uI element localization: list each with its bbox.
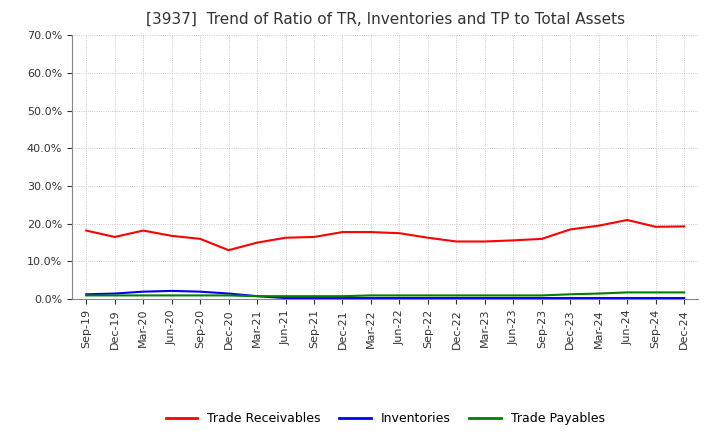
Trade Payables xyxy=(366,293,375,298)
Inventories xyxy=(623,295,631,301)
Trade Receivables xyxy=(423,235,432,240)
Inventories xyxy=(595,295,603,301)
Trade Receivables xyxy=(595,223,603,228)
Trade Payables xyxy=(595,291,603,296)
Trade Receivables xyxy=(509,238,518,243)
Trade Receivables xyxy=(480,239,489,244)
Trade Payables xyxy=(395,293,404,298)
Trade Receivables xyxy=(253,240,261,245)
Inventories xyxy=(452,295,461,301)
Inventories xyxy=(110,291,119,296)
Line: Trade Payables: Trade Payables xyxy=(86,293,684,296)
Trade Receivables xyxy=(366,229,375,235)
Trade Payables xyxy=(310,293,318,299)
Inventories xyxy=(423,295,432,301)
Trade Payables xyxy=(537,293,546,298)
Inventories xyxy=(225,291,233,296)
Inventories xyxy=(480,295,489,301)
Trade Receivables xyxy=(566,227,575,232)
Trade Payables xyxy=(652,290,660,295)
Trade Receivables xyxy=(225,248,233,253)
Trade Receivables xyxy=(452,239,461,244)
Inventories xyxy=(566,295,575,301)
Inventories xyxy=(139,289,148,294)
Trade Receivables xyxy=(338,229,347,235)
Trade Receivables xyxy=(623,217,631,223)
Inventories xyxy=(680,295,688,301)
Trade Payables xyxy=(282,293,290,299)
Inventories xyxy=(82,292,91,297)
Inventories xyxy=(509,295,518,301)
Inventories xyxy=(338,295,347,301)
Trade Payables xyxy=(110,293,119,298)
Inventories xyxy=(537,295,546,301)
Inventories xyxy=(310,295,318,301)
Title: [3937]  Trend of Ratio of TR, Inventories and TP to Total Assets: [3937] Trend of Ratio of TR, Inventories… xyxy=(145,12,625,27)
Inventories xyxy=(652,295,660,301)
Trade Receivables xyxy=(282,235,290,240)
Trade Receivables xyxy=(82,228,91,233)
Trade Payables xyxy=(225,293,233,298)
Trade Receivables xyxy=(537,236,546,242)
Trade Payables xyxy=(196,293,204,298)
Line: Trade Receivables: Trade Receivables xyxy=(86,220,684,250)
Trade Receivables xyxy=(110,235,119,240)
Inventories xyxy=(366,295,375,301)
Inventories xyxy=(253,293,261,299)
Trade Receivables xyxy=(196,236,204,242)
Trade Receivables xyxy=(167,233,176,238)
Trade Payables xyxy=(680,290,688,295)
Inventories xyxy=(282,295,290,301)
Trade Receivables xyxy=(310,235,318,240)
Trade Payables xyxy=(338,293,347,299)
Trade Receivables xyxy=(652,224,660,229)
Trade Payables xyxy=(566,292,575,297)
Trade Payables xyxy=(82,293,91,298)
Trade Receivables xyxy=(139,228,148,233)
Trade Receivables xyxy=(395,231,404,236)
Trade Payables xyxy=(423,293,432,298)
Legend: Trade Receivables, Inventories, Trade Payables: Trade Receivables, Inventories, Trade Pa… xyxy=(161,407,610,430)
Trade Payables xyxy=(167,293,176,298)
Inventories xyxy=(395,295,404,301)
Inventories xyxy=(196,289,204,294)
Trade Payables xyxy=(509,293,518,298)
Inventories xyxy=(167,288,176,293)
Trade Receivables xyxy=(680,224,688,229)
Trade Payables xyxy=(623,290,631,295)
Trade Payables xyxy=(480,293,489,298)
Trade Payables xyxy=(452,293,461,298)
Trade Payables xyxy=(253,293,261,299)
Line: Inventories: Inventories xyxy=(86,291,684,298)
Trade Payables xyxy=(139,293,148,298)
